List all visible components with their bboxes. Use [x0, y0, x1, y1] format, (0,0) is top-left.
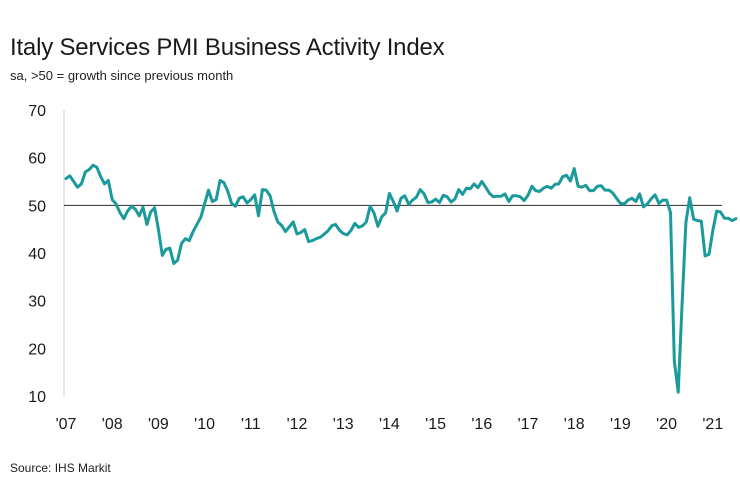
y-tick-label: 30: [28, 294, 46, 311]
x-tick-label: '12: [287, 416, 308, 433]
y-tick-label: 70: [28, 103, 46, 120]
chart-title: Italy Services PMI Business Activity Ind…: [10, 34, 445, 61]
x-tick-label: '13: [333, 416, 354, 433]
y-tick-label: 20: [28, 341, 46, 358]
y-tick-label: 60: [28, 151, 46, 168]
y-tick-label: 10: [28, 389, 46, 406]
series-line: [64, 163, 738, 394]
x-tick-label: '10: [194, 416, 215, 433]
x-tick-label: '15: [425, 416, 446, 433]
x-tick-label: '08: [102, 416, 123, 433]
y-axis: 10 20 30 40 50 60 70: [28, 103, 65, 406]
chart-subtitle: sa, >50 = growth since previous month: [10, 68, 234, 83]
x-tick-label: '07: [56, 416, 77, 433]
x-tick-label: '18: [564, 416, 585, 433]
y-tick-label: 50: [28, 198, 46, 215]
x-tick-label: '09: [148, 416, 169, 433]
series-group: [64, 163, 738, 394]
x-tick-label: '19: [610, 416, 631, 433]
x-tick-label: '17: [518, 416, 539, 433]
x-tick-label: '14: [379, 416, 400, 433]
x-tick-label: '21: [702, 416, 723, 433]
x-tick-label: '11: [241, 416, 261, 433]
x-axis: '07 '08 '09 '10 '11 '12 '13 '14 '15 '16 '17 '18 '19 '…: [56, 416, 724, 433]
x-tick-label: '20: [656, 416, 677, 433]
chart-source: Source: IHS Markit: [10, 461, 111, 475]
x-tick-label: '16: [471, 416, 492, 433]
y-tick-label: 40: [28, 246, 46, 263]
